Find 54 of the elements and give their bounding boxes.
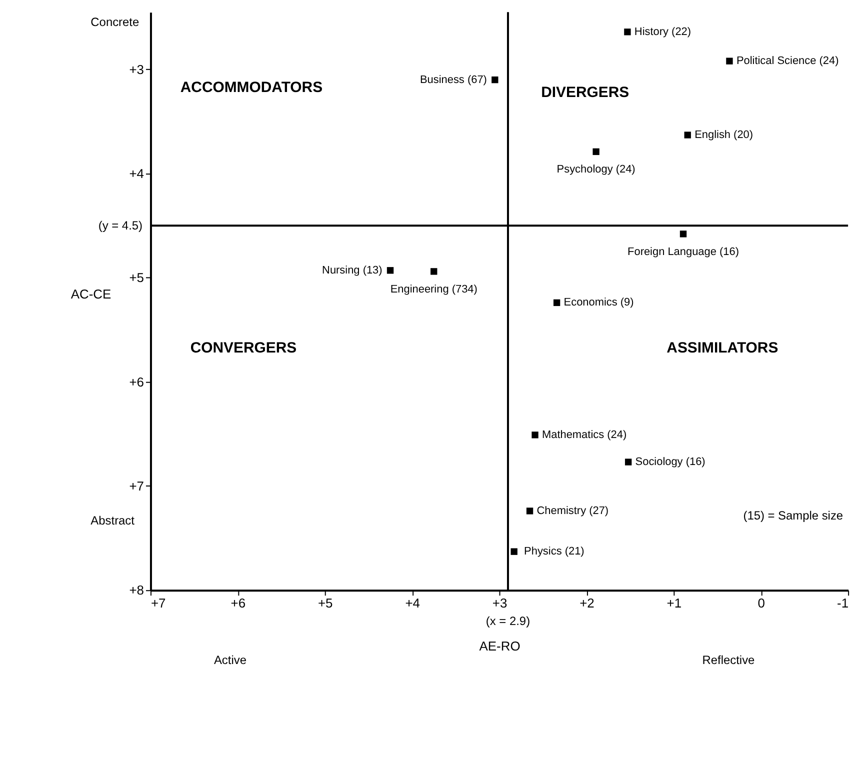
- text: Mathematics (24): [542, 428, 627, 441]
- x-tick-label: 0: [758, 596, 765, 611]
- text: History (22): [634, 26, 692, 38]
- text: Reflective: [702, 652, 756, 667]
- x-tick-label: +4: [405, 596, 420, 611]
- text: Political Science (24): [736, 55, 839, 68]
- text: Active: [214, 652, 247, 667]
- annotation: (15) = Sample size: [743, 508, 844, 522]
- text: Psychology (24): [556, 164, 636, 176]
- point: [592, 148, 600, 156]
- y-tick-label: +3: [129, 62, 144, 77]
- text: Physics (21): [524, 546, 584, 558]
- point: [492, 76, 498, 84]
- point: [553, 299, 560, 306]
- x-axis-title: AE-RO: [479, 638, 520, 654]
- annotation: CONVERGERS: [190, 339, 297, 356]
- y-axis-title: AC-CE: [70, 286, 112, 302]
- text: English (20): [694, 129, 754, 142]
- x-tick-label: +7: [150, 596, 166, 611]
- text: Engineering (734): [390, 283, 478, 296]
- ref-line-label: (y = 4.5): [98, 218, 143, 233]
- x-tick-label: +5: [318, 596, 333, 611]
- annotation: DIVERGERS: [541, 84, 630, 101]
- text: Economics (9): [564, 296, 634, 309]
- point: [726, 58, 733, 64]
- y-tick-label: +4: [129, 166, 144, 182]
- x-tick-label: -1: [837, 596, 849, 611]
- ref-line-label: (x = 2.9): [486, 614, 530, 628]
- x-tick-label: +6: [230, 596, 246, 611]
- point: [386, 267, 394, 274]
- point: [624, 28, 631, 36]
- x-tick-label: +1: [666, 596, 682, 611]
- text: Foreign Language (16): [628, 246, 739, 258]
- point: [430, 268, 438, 275]
- x-tick-label: +2: [580, 596, 594, 611]
- y-tick-label: +5: [129, 270, 144, 286]
- text: Abstract: [90, 513, 136, 528]
- annotation: ACCOMMODATORS: [180, 78, 323, 96]
- y-tick-label: +8: [129, 582, 144, 598]
- y-tick-label: +6: [129, 374, 144, 390]
- y-tick-label: +7: [129, 478, 144, 494]
- text: Sociology (16): [635, 456, 706, 468]
- point: [532, 432, 538, 438]
- annotation: ASSIMILATORS: [666, 339, 778, 356]
- x-tick-label: +3: [492, 596, 508, 611]
- text: Chemistry (27): [536, 504, 609, 517]
- text: Business (67): [420, 74, 487, 86]
- point: [684, 132, 691, 138]
- text: Nursing (13): [322, 264, 382, 276]
- point: [510, 548, 518, 555]
- point: [526, 508, 534, 514]
- point: [624, 458, 632, 466]
- text: Concrete: [90, 15, 140, 30]
- point: [680, 230, 687, 238]
